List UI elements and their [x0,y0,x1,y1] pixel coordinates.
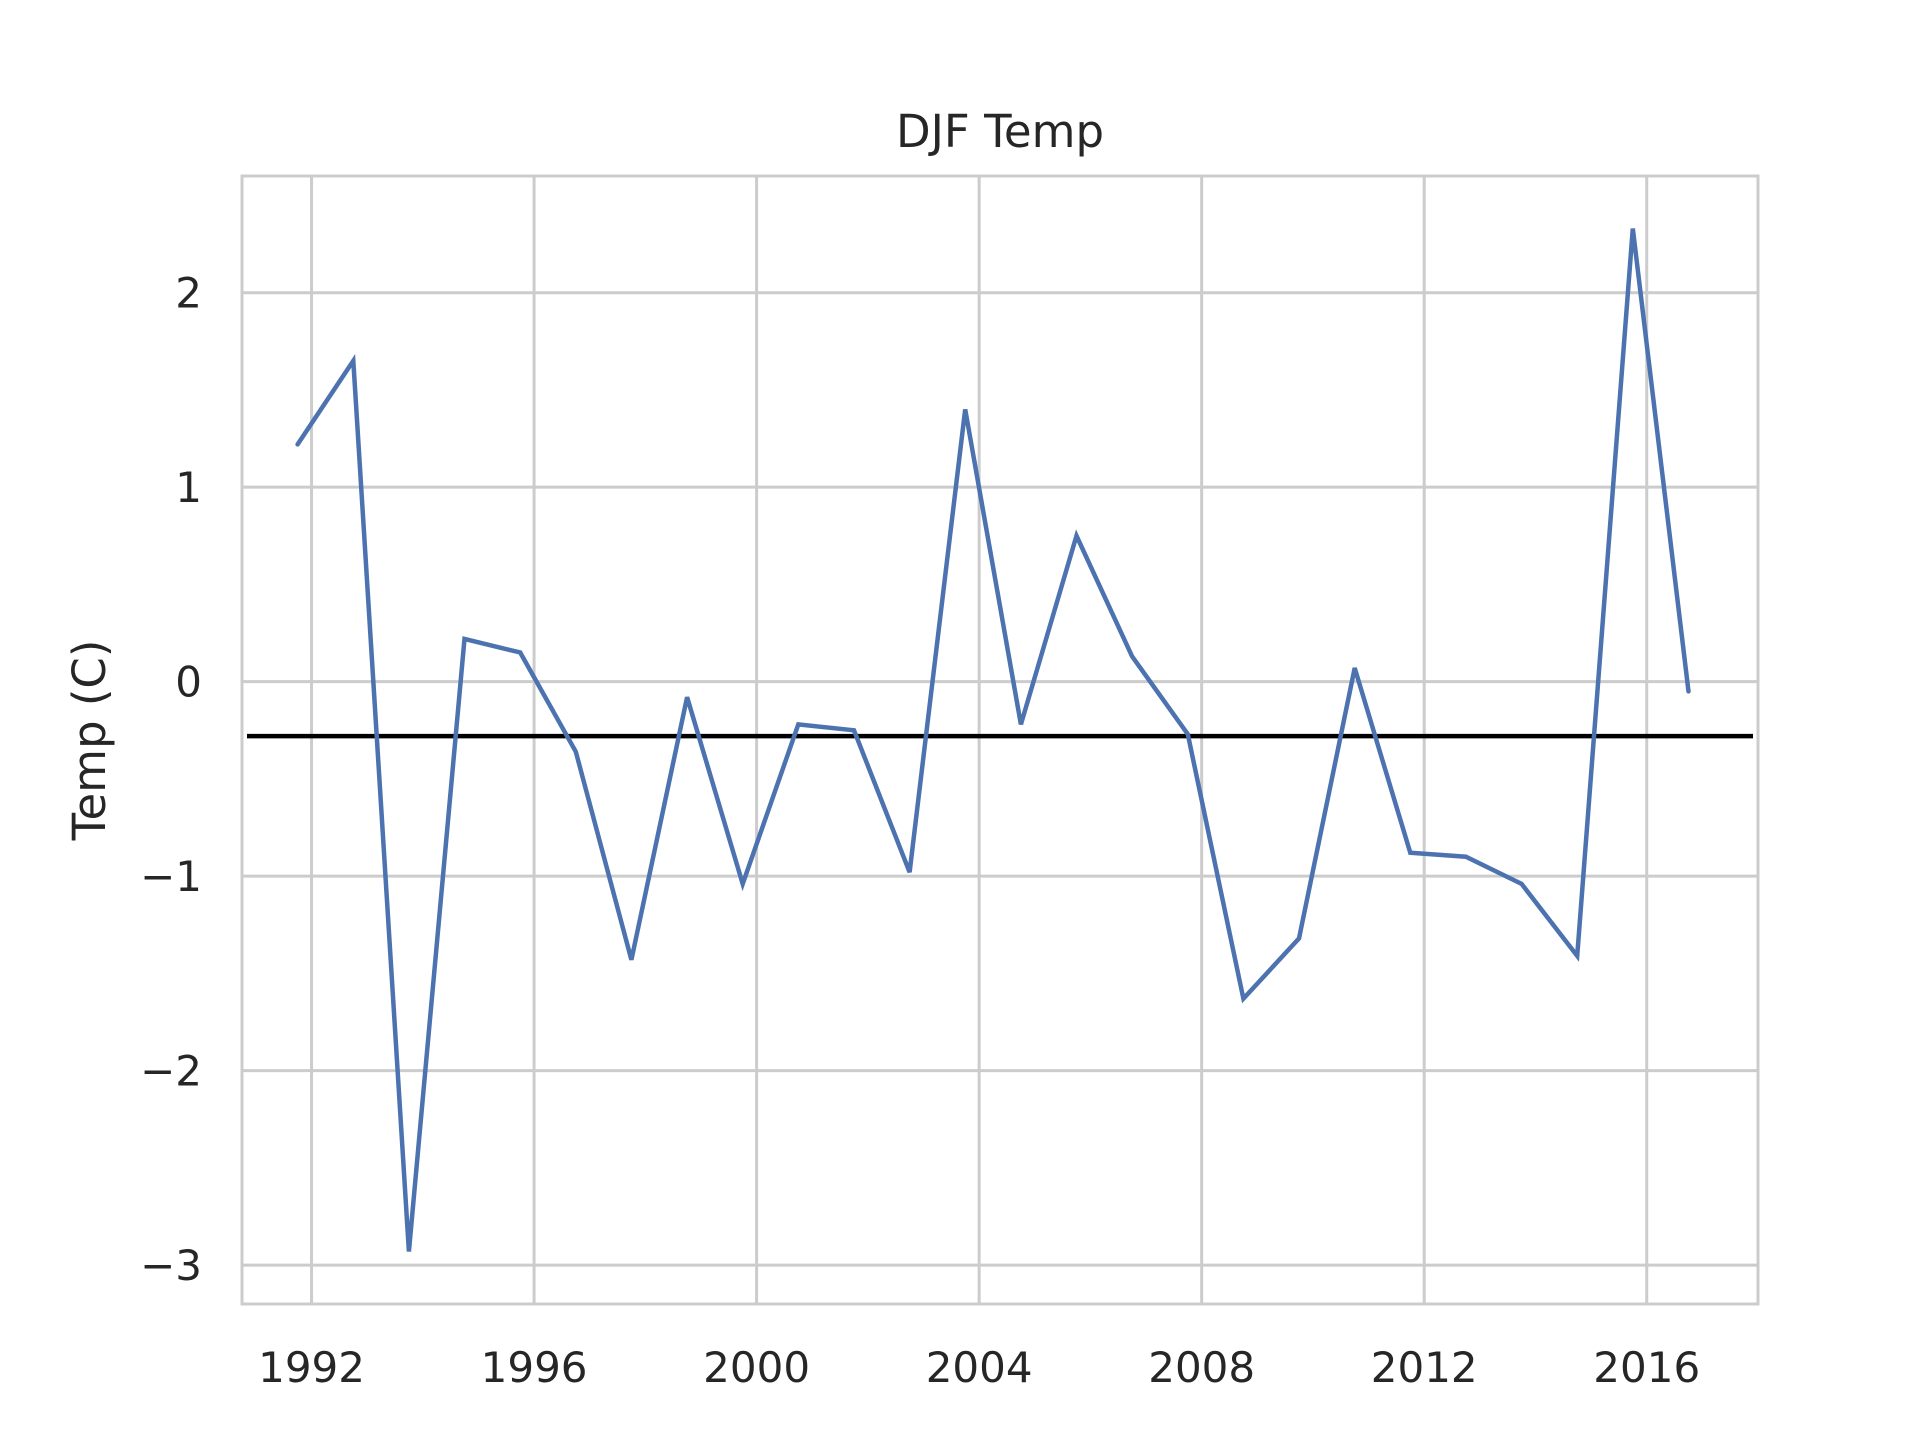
x-tick-label: 2004 [926,1343,1033,1392]
plot-frame [240,174,1760,1306]
y-tick-label: −2 [140,1047,202,1096]
grid-lines [242,176,1758,1304]
chart-title: DJF Temp [896,105,1104,158]
x-tick-label: 2016 [1593,1343,1700,1392]
x-tick-label: 1992 [258,1343,365,1392]
x-tick-label: 2008 [1148,1343,1255,1392]
y-tick-label: −1 [140,852,202,901]
y-tick-label: 1 [175,463,202,512]
x-tick-labels: 1992 1996 2000 2004 2008 2012 2016 [258,1343,1700,1392]
series-line-0 [295,228,1691,1252]
series-group [295,228,1691,1252]
x-tick-label: 1996 [481,1343,588,1392]
y-axis-title: Temp (C) [63,640,116,842]
x-tick-label: 2000 [703,1343,810,1392]
y-tick-labels: 2 1 0 −1 −2 −3 [140,269,202,1290]
y-tick-label: 0 [175,658,202,707]
y-tick-label: 2 [175,269,202,318]
x-tick-label: 2012 [1371,1343,1478,1392]
y-tick-label: −3 [140,1241,202,1290]
